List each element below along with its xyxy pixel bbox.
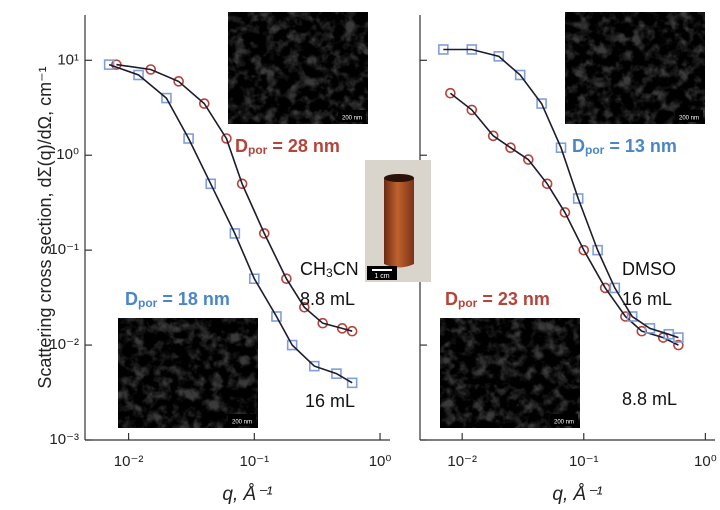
y-tick-label: 10¹: [57, 51, 79, 68]
inset-scale-label: 200 nm: [679, 116, 699, 122]
sem-inset: 200 nm: [228, 12, 368, 124]
x-axis-label: q, Å⁻¹: [222, 484, 272, 505]
annotation-part: por: [585, 143, 605, 157]
annotation: 16 mL: [622, 289, 672, 309]
annotation: 8.8 mL: [622, 389, 677, 409]
annotation-part: 16 mL: [622, 289, 672, 309]
annotation-part: por: [248, 143, 268, 157]
copper-tube: [384, 174, 414, 268]
x-axis-label: q, Å⁻¹: [552, 484, 602, 505]
y-axis-label: Scattering cross section, dΣ(q)/dΩ, cm⁻¹: [35, 66, 55, 388]
x-tick-label: 10⁻¹: [569, 453, 599, 470]
inset-texture: [565, 12, 705, 124]
x-tick-label: 10⁻²: [114, 453, 144, 470]
sem-inset: 200 nm: [118, 318, 258, 428]
annotation-part: = 13 nm: [604, 136, 677, 156]
x-tick-label: 10⁰: [694, 453, 717, 470]
annotation: Dpor = 23 nm: [445, 289, 550, 310]
annotation: 8.8 mL: [300, 289, 355, 309]
inset-scale-label: 200 nm: [232, 420, 252, 426]
x-tick-label: 10⁰: [369, 453, 392, 470]
annotation-part: 8.8 mL: [300, 289, 355, 309]
x-tick-label: 10⁻²: [447, 453, 477, 470]
annotation-part: D: [572, 136, 585, 156]
annotation: DMSO: [622, 259, 676, 279]
inset-scale-label: 200 nm: [554, 420, 574, 426]
annotation: CH3CN: [300, 259, 359, 280]
annotation-part: CH: [300, 259, 326, 279]
annotation: Dpor = 28 nm: [235, 136, 340, 157]
figure: 200 nm 200 nm 10⁻² 10⁻¹ 10⁰ 10⁻³ 10⁻² 10⁻¹ 10⁰ 10…: [0, 0, 720, 510]
photo: 1 cm: [365, 160, 431, 282]
sem-inset: 200 nm: [565, 12, 705, 124]
annotation: Dpor = 13 nm: [572, 136, 677, 157]
annotation: 16 mL: [305, 391, 355, 411]
annotation-part: D: [445, 289, 458, 309]
y-tick-label: 10⁻³: [49, 431, 79, 448]
annotation-part: 16 mL: [305, 391, 355, 411]
inset-texture: [118, 318, 258, 428]
tube-opening: [384, 174, 414, 182]
annotation-part: CN: [333, 259, 359, 279]
scale-label: 1 cm: [374, 273, 389, 280]
annotation-part: = 18 nm: [157, 289, 230, 309]
annotation-part: por: [458, 296, 478, 310]
inset-scale-label: 200 nm: [342, 116, 362, 122]
annotation-part: 8.8 mL: [622, 389, 677, 409]
annotation-part: = 23 nm: [477, 289, 550, 309]
x-tick-label: 10⁻¹: [240, 453, 270, 470]
inset-texture: [228, 12, 368, 124]
annotation: Dpor = 18 nm: [125, 289, 230, 310]
annotation-part: D: [235, 136, 248, 156]
annotation-part: por: [138, 296, 158, 310]
annotation-part: = 28 nm: [267, 136, 340, 156]
y-tick-label: 10⁰: [56, 146, 79, 163]
sem-inset: 200 nm: [440, 318, 580, 428]
annotation-part: DMSO: [622, 259, 676, 279]
annotation-part: D: [125, 289, 138, 309]
inset-texture: [440, 318, 580, 428]
